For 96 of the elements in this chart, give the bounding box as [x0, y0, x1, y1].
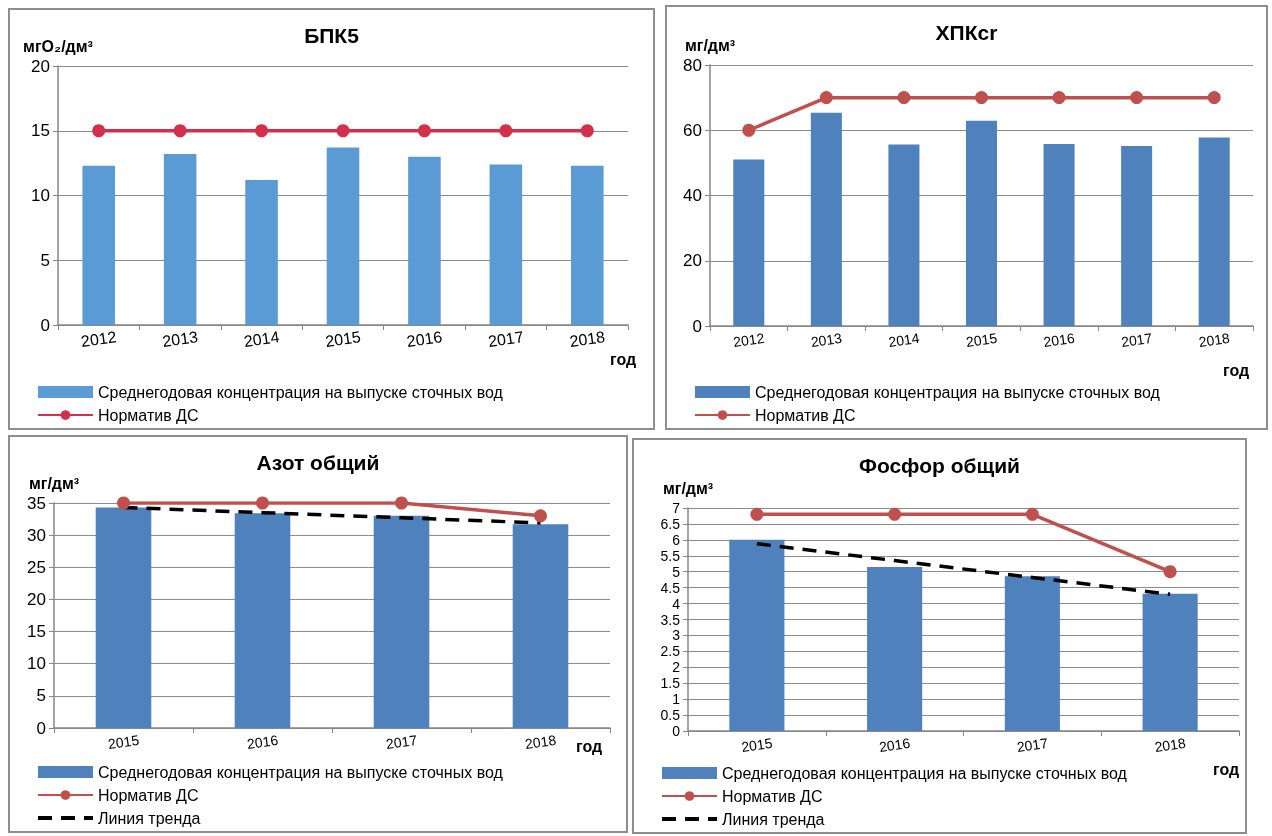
x-tick-label: 2013: [809, 329, 844, 351]
x-tick-label: 2012: [79, 328, 118, 350]
y-axis-title: мг/дм³: [684, 36, 736, 54]
x-tick-label: 2014: [887, 329, 921, 351]
x-tick-label: 2018: [1153, 734, 1187, 756]
y-tick-label: 15: [31, 121, 50, 141]
y-tick-label: 4.5: [660, 579, 681, 596]
bar: [1142, 593, 1198, 731]
bar: [1121, 145, 1153, 326]
chart-title: Фосфор общий: [858, 454, 1021, 477]
x-tick-label: 2013: [161, 328, 200, 350]
legend-label: Среднегодовая концентрация на выпуске сточных вод: [755, 383, 1161, 401]
x-tick-label: 2015: [324, 328, 362, 350]
x-tick-label: 2017: [487, 328, 525, 350]
x-tick-label: 2016: [1042, 329, 1076, 351]
y-tick-label: 3.5: [660, 611, 681, 628]
bar: [867, 566, 923, 731]
y-tick-label: 0.5: [660, 707, 681, 724]
y-tick-label: 2.5: [660, 643, 681, 660]
legend-label: Норматив ДС: [755, 406, 856, 424]
x-tick-label: 2017: [1015, 734, 1050, 756]
y-tick-label: 10: [31, 186, 50, 205]
bar: [571, 165, 604, 325]
y-tick-label: 5: [36, 686, 46, 706]
y-tick-label: 30: [27, 525, 46, 545]
x-axis-title: год: [1213, 760, 1240, 778]
x-tick-label: 2017: [384, 731, 419, 753]
y-tick-label: 0: [672, 723, 681, 739]
y-tick-label: 4: [672, 595, 681, 612]
bar: [489, 164, 523, 325]
legend-label: Норматив ДС: [98, 406, 199, 424]
x-tick-label: 2018: [523, 731, 558, 753]
y-tick-label: 6.5: [660, 515, 681, 532]
x-axis-title: год: [610, 350, 637, 368]
y-tick-label: 5: [40, 250, 50, 270]
chart-title: Азот общий: [256, 451, 380, 474]
x-tick-label: 2016: [245, 731, 280, 753]
x-tick-label: 2016: [878, 734, 912, 756]
y-tick-label: 60: [683, 120, 702, 140]
bar: [163, 154, 197, 325]
bar: [245, 179, 278, 325]
y-tick-label: 7: [672, 500, 681, 516]
y-tick-label: 5: [672, 563, 681, 580]
x-tick-label: 2018: [1197, 329, 1231, 351]
bar: [1198, 137, 1230, 326]
x-tick-label: 2015: [106, 731, 141, 753]
y-axis-title: мгO₂/дм³: [23, 37, 93, 55]
y-axis-title: мг/дм³: [28, 474, 80, 492]
x-axis-title: год: [1223, 361, 1250, 379]
y-tick-label: 1.5: [660, 675, 681, 692]
bar: [729, 539, 785, 731]
y-tick-label: 1: [672, 691, 681, 708]
y-tick-label: 0: [36, 718, 46, 738]
x-tick-label: 2017: [1120, 329, 1154, 351]
x-tick-label: 2015: [740, 734, 774, 756]
x-tick-label: 2012: [732, 329, 766, 351]
bar: [733, 159, 765, 326]
bar: [1004, 576, 1060, 731]
legend-label: Норматив ДС: [98, 786, 199, 804]
y-tick-label: 6: [672, 531, 681, 548]
legend-label: Среднегодовая концентрация на выпуске сточных вод: [98, 763, 504, 781]
y-tick-label: 20: [27, 589, 46, 609]
legend-label: Норматив ДС: [722, 787, 823, 805]
bar: [1043, 143, 1075, 326]
x-tick-label: 2016: [405, 328, 444, 350]
bar: [888, 144, 920, 326]
y-tick-label: 0: [692, 316, 702, 336]
bar: [408, 156, 441, 325]
bar: [82, 165, 115, 325]
line-series: [755, 541, 1172, 597]
legend-label: Линия тренда: [98, 809, 201, 827]
y-tick-label: 0: [40, 315, 50, 335]
bar: [810, 112, 842, 326]
y-tick-label: 80: [683, 55, 702, 75]
bar: [326, 147, 360, 325]
bar: [965, 120, 998, 326]
chart-title: БПК5: [304, 24, 360, 47]
x-tick-label: 2014: [242, 328, 281, 350]
x-tick-label: 2018: [568, 328, 607, 350]
x-axis-title: год: [576, 737, 603, 755]
y-tick-label: 5.5: [660, 547, 681, 564]
y-tick-label: 40: [683, 186, 702, 205]
legend-label: Линия тренда: [722, 810, 825, 828]
y-tick-label: 35: [27, 493, 46, 513]
chart-title: ХПКcr: [935, 21, 998, 44]
y-tick-label: 3: [672, 627, 681, 644]
y-tick-label: 15: [27, 622, 46, 642]
y-axis-title: мг/дм³: [662, 479, 714, 497]
legend-label: Среднегодовая концентрация на выпуске сточных вод: [722, 764, 1128, 782]
y-tick-label: 20: [31, 56, 50, 76]
y-tick-label: 10: [27, 654, 46, 674]
x-tick-label: 2015: [964, 329, 999, 351]
y-tick-label: 25: [27, 557, 46, 577]
y-tick-label: 20: [683, 251, 702, 271]
legend-label: Среднегодовая концентрация на выпуске сточных вод: [98, 383, 504, 401]
y-tick-label: 2: [672, 659, 681, 676]
